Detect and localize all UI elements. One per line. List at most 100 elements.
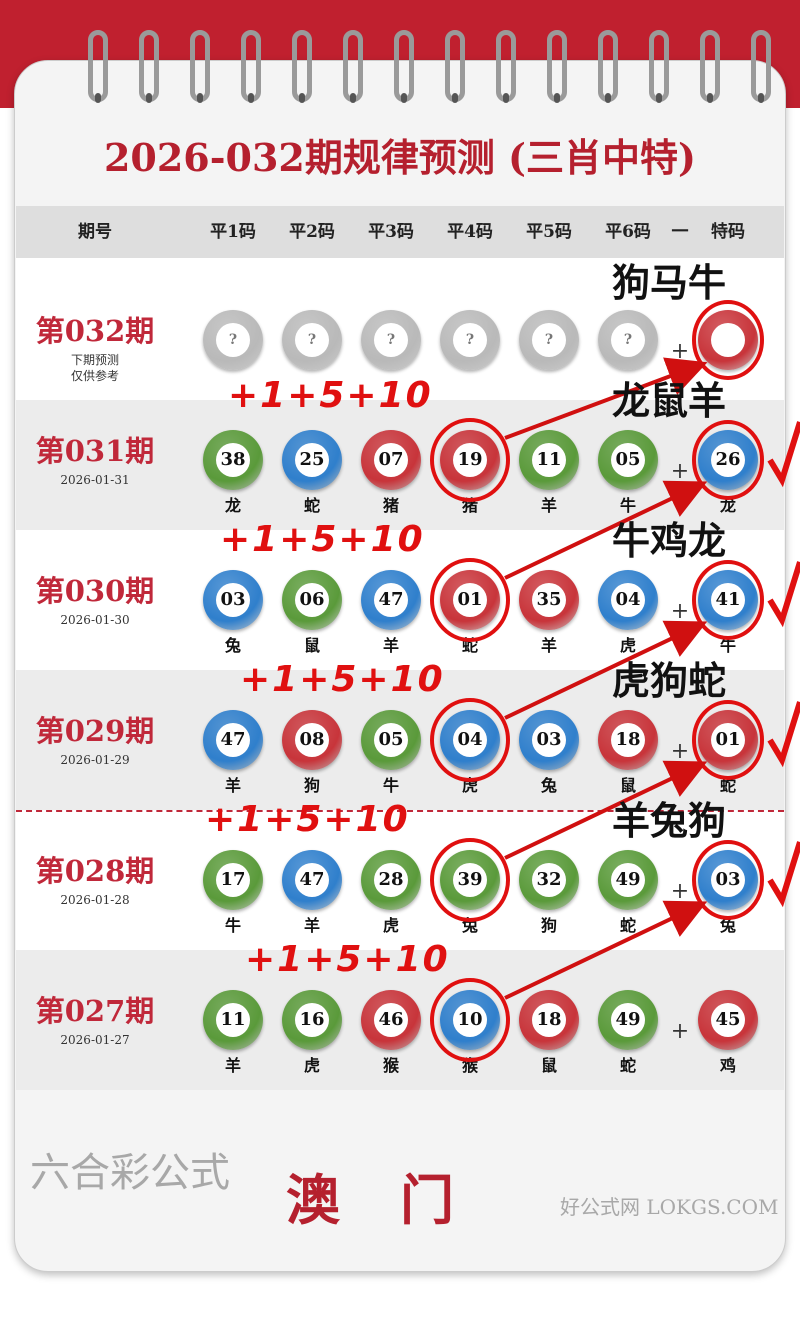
lottery-ball: ? xyxy=(519,310,579,370)
lottery-ball: 01 xyxy=(440,570,500,630)
ring xyxy=(700,30,720,103)
ball-number: 06 xyxy=(295,583,329,617)
ball-number: ? xyxy=(532,323,566,357)
zodiac-label: 兔 xyxy=(224,636,242,655)
zodiac-label: 虎 xyxy=(382,916,400,935)
lottery-ball: 01 xyxy=(698,710,758,770)
zodiac-label: 鼠 xyxy=(619,776,637,795)
lottery-ball: 46 xyxy=(361,990,421,1050)
ball-number: 46 xyxy=(374,1003,408,1037)
header-cell: 平3码 xyxy=(368,222,414,242)
formula-annotation: +1+5+10 xyxy=(228,375,433,416)
zodiac-label: 虎 xyxy=(461,776,479,795)
ball-number: 07 xyxy=(374,443,408,477)
lottery-ball: ? xyxy=(203,310,263,370)
ball-number: 25 xyxy=(295,443,329,477)
ball-number: 16 xyxy=(295,1003,329,1037)
ball-number: 01 xyxy=(453,583,487,617)
lottery-ball: ? xyxy=(440,310,500,370)
lottery-ball: 41 xyxy=(698,570,758,630)
zodiac-label: 龙 xyxy=(719,496,737,515)
lottery-ball xyxy=(698,310,758,370)
ball-number: 18 xyxy=(611,723,645,757)
period-label: 第029期 xyxy=(35,714,155,748)
ring xyxy=(343,30,363,103)
period-label: 第028期 xyxy=(35,854,155,888)
prediction-zodiacs: 羊兔狗 xyxy=(612,799,727,843)
ball-number: 03 xyxy=(532,723,566,757)
lottery-ball: 19 xyxy=(440,430,500,490)
lottery-ball: 17 xyxy=(203,850,263,910)
ball-number: 04 xyxy=(611,583,645,617)
zodiac-label: 蛇 xyxy=(619,1056,637,1075)
plus-sign: + xyxy=(670,739,690,764)
header-cell: 平6码 xyxy=(605,222,651,242)
period-note: 仅供参考 xyxy=(70,369,120,383)
ball-number: 39 xyxy=(453,863,487,897)
lottery-ball: 08 xyxy=(282,710,342,770)
zodiac-label: 羊 xyxy=(224,776,242,795)
lottery-ball: 10 xyxy=(440,990,500,1050)
lottery-ball: 07 xyxy=(361,430,421,490)
header-cell: 平1码 xyxy=(210,222,256,242)
watermark-sub: 好公式网 LOKGS.COM xyxy=(560,1195,779,1219)
lottery-ball: 47 xyxy=(282,850,342,910)
lottery-ball: 03 xyxy=(698,850,758,910)
zodiac-label: 羊 xyxy=(303,916,321,935)
ring xyxy=(547,30,567,103)
prediction-zodiacs: 虎狗蛇 xyxy=(612,659,727,703)
ball-number: 11 xyxy=(532,443,566,477)
zodiac-label: 猪 xyxy=(461,496,479,515)
ring xyxy=(241,30,261,103)
lottery-ball: 16 xyxy=(282,990,342,1050)
formula-annotation: +1+5+10 xyxy=(240,659,445,700)
ball-number: 05 xyxy=(611,443,645,477)
lottery-ball: 45 xyxy=(698,990,758,1050)
ball-number: 47 xyxy=(374,583,408,617)
formula-annotation: +1+5+10 xyxy=(245,939,450,980)
ring xyxy=(598,30,618,103)
zodiac-label: 牛 xyxy=(719,636,737,655)
ball-number: 11 xyxy=(216,1003,250,1037)
lottery-ball: 32 xyxy=(519,850,579,910)
zodiac-label: 牛 xyxy=(224,916,242,935)
formula-annotation: +1+5+10 xyxy=(220,519,425,560)
lottery-ball: 28 xyxy=(361,850,421,910)
lottery-ball: 11 xyxy=(519,430,579,490)
ring xyxy=(751,30,771,103)
zodiac-label: 牛 xyxy=(382,776,400,795)
zodiac-label: 狗 xyxy=(303,776,321,795)
lottery-ball: 04 xyxy=(598,570,658,630)
header-cell: 平5码 xyxy=(526,222,572,242)
ball-number: 28 xyxy=(374,863,408,897)
ring xyxy=(445,30,465,103)
ball-number: 18 xyxy=(532,1003,566,1037)
lottery-ball: 25 xyxy=(282,430,342,490)
lottery-ball: ? xyxy=(598,310,658,370)
period-date: 2026-01-31 xyxy=(60,473,130,487)
header-cell: 期号 xyxy=(78,222,112,242)
ball-number: ? xyxy=(453,323,487,357)
ball-number: 19 xyxy=(453,443,487,477)
lottery-ball: 47 xyxy=(361,570,421,630)
lottery-ball: 06 xyxy=(282,570,342,630)
ball-number: 17 xyxy=(216,863,250,897)
lottery-ball: 03 xyxy=(519,710,579,770)
plus-sign: + xyxy=(670,1019,690,1044)
zodiac-label: 猴 xyxy=(461,1056,479,1075)
period-label: 第030期 xyxy=(35,574,155,608)
ring xyxy=(139,30,159,103)
lottery-ball: 47 xyxy=(203,710,263,770)
zodiac-label: 蛇 xyxy=(719,776,737,795)
ball-number: 38 xyxy=(216,443,250,477)
period-label: 第031期 xyxy=(35,434,155,468)
ball-number: 10 xyxy=(453,1003,487,1037)
header-cell: 平4码 xyxy=(447,222,493,242)
ball-number: 35 xyxy=(532,583,566,617)
ball-number: ? xyxy=(295,323,329,357)
zodiac-label: 虎 xyxy=(303,1056,321,1075)
period-label: 第027期 xyxy=(35,994,155,1028)
ball-number: ? xyxy=(216,323,250,357)
header-cell: 平2码 xyxy=(289,222,335,242)
zodiac-label: 龙 xyxy=(224,496,242,515)
